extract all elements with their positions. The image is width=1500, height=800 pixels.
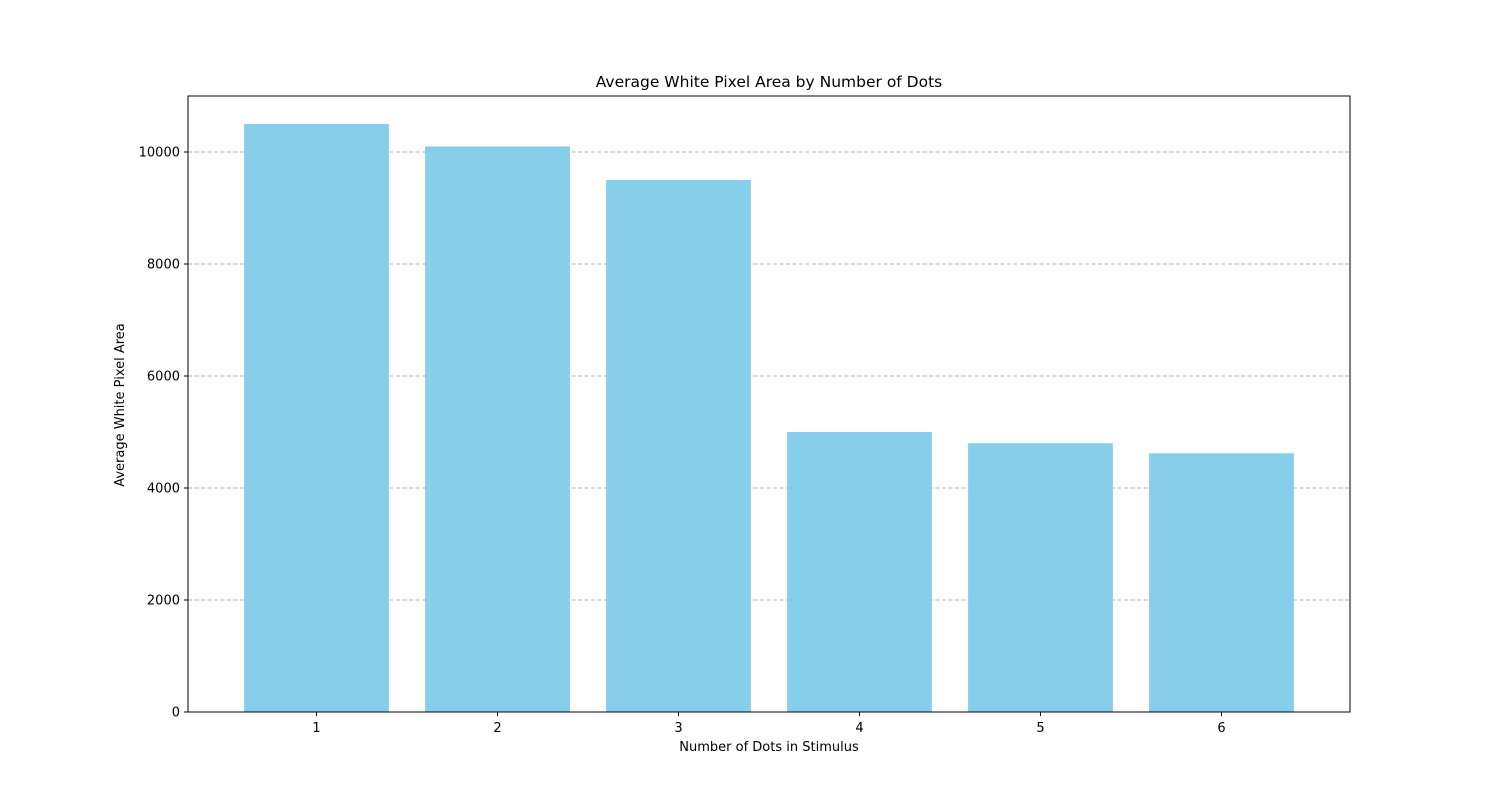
y-tick-label: 8000 [147, 258, 180, 273]
plot-frame [187, 95, 1351, 713]
y-axis-label: Average White Pixel Area [113, 323, 128, 487]
bar-5 [968, 443, 1113, 712]
bar-1 [244, 124, 389, 712]
y-tick-label: 0 [172, 706, 180, 721]
y-axis-ticks: 0 2000 4000 6000 8000 10000 [139, 146, 188, 721]
x-tick-label: 6 [1217, 721, 1225, 736]
bar-4 [787, 432, 932, 712]
x-axis-label: Number of Dots in Stimulus [679, 740, 859, 755]
chart-title: Average White Pixel Area by Number of Do… [596, 73, 943, 91]
y-tick-label: 6000 [147, 370, 180, 385]
grid-lines [188, 151, 1350, 601]
x-tick-label: 2 [493, 721, 501, 736]
x-tick-label: 3 [674, 721, 682, 736]
y-tick-label: 2000 [147, 594, 180, 609]
x-tick-label: 4 [855, 721, 863, 736]
bar-6 [1149, 453, 1294, 712]
bar-2 [425, 146, 570, 712]
y-tick-label: 10000 [139, 146, 180, 161]
x-axis-ticks: 1 2 3 4 5 6 [312, 712, 1226, 736]
bars [244, 124, 1294, 712]
x-tick-label: 1 [312, 721, 320, 736]
y-tick-label: 4000 [147, 482, 180, 497]
bar-3 [606, 180, 751, 712]
x-tick-label: 5 [1036, 721, 1044, 736]
